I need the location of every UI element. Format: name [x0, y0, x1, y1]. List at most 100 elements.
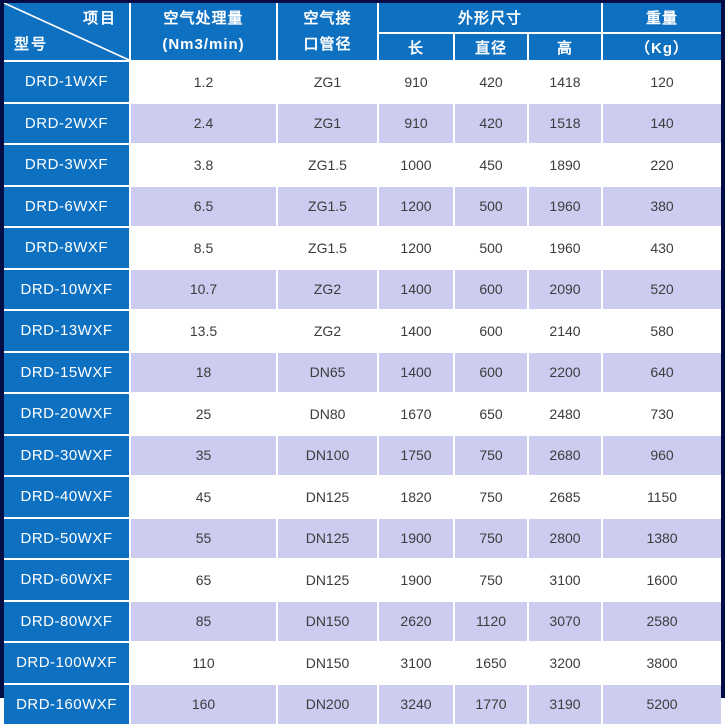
cell-pipe: DN150 — [277, 601, 378, 643]
cell-diameter: 500 — [454, 186, 528, 228]
cell-model: DRD-10WXF — [4, 269, 130, 311]
cell-pipe: ZG1 — [277, 103, 378, 145]
cell-diameter: 750 — [454, 476, 528, 518]
cell-model: DRD-60WXF — [4, 559, 130, 601]
cell-diameter: 750 — [454, 518, 528, 560]
spec-table: 项目 型号 空气处理量 (Nm3/min) 空气接 口管径 外形尺寸 重量 — [0, 0, 725, 698]
cell-pipe: DN100 — [277, 435, 378, 477]
cell-height: 2685 — [528, 476, 602, 518]
cell-diameter: 600 — [454, 269, 528, 311]
cell-weight: 960 — [602, 435, 721, 477]
cell-pipe: ZG1.5 — [277, 186, 378, 228]
cell-capacity: 35 — [130, 435, 277, 477]
header-air-capacity-line1: 空气处理量 — [131, 6, 276, 32]
cell-length: 2620 — [378, 601, 454, 643]
cell-height: 2140 — [528, 310, 602, 352]
corner-label-item: 项目 — [83, 7, 117, 28]
header-pipe-line2: 口管径 — [278, 32, 377, 58]
cell-pipe: DN125 — [277, 476, 378, 518]
cell-weight: 640 — [602, 352, 721, 394]
cell-height: 1418 — [528, 61, 602, 103]
cell-weight: 2580 — [602, 601, 721, 643]
cell-diameter: 650 — [454, 393, 528, 435]
cell-model: DRD-20WXF — [4, 393, 130, 435]
cell-height: 2800 — [528, 518, 602, 560]
cell-diameter: 420 — [454, 103, 528, 145]
cell-pipe: ZG1 — [277, 61, 378, 103]
cell-weight: 730 — [602, 393, 721, 435]
cell-pipe: ZG2 — [277, 310, 378, 352]
cell-pipe: ZG1.5 — [277, 227, 378, 269]
cell-length: 1820 — [378, 476, 454, 518]
cell-height: 2480 — [528, 393, 602, 435]
cell-diameter: 1770 — [454, 684, 528, 724]
cell-pipe: ZG1.5 — [277, 144, 378, 186]
table-header: 项目 型号 空气处理量 (Nm3/min) 空气接 口管径 外形尺寸 重量 — [4, 3, 721, 61]
cell-length: 1750 — [378, 435, 454, 477]
cell-model: DRD-30WXF — [4, 435, 130, 477]
corner-cell: 项目 型号 — [4, 3, 130, 61]
cell-model: DRD-6WXF — [4, 186, 130, 228]
cell-height: 3100 — [528, 559, 602, 601]
cell-model: DRD-2WXF — [4, 103, 130, 145]
cell-height: 2090 — [528, 269, 602, 311]
header-dimensions: 外形尺寸 — [378, 3, 602, 33]
cell-capacity: 110 — [130, 642, 277, 684]
cell-capacity: 85 — [130, 601, 277, 643]
cell-diameter: 420 — [454, 61, 528, 103]
cell-length: 1670 — [378, 393, 454, 435]
cell-weight: 5200 — [602, 684, 721, 724]
cell-pipe: DN125 — [277, 559, 378, 601]
cell-model: DRD-80WXF — [4, 601, 130, 643]
cell-model: DRD-40WXF — [4, 476, 130, 518]
cell-pipe: ZG2 — [277, 269, 378, 311]
cell-model: DRD-160WXF — [4, 684, 130, 724]
cell-height: 1518 — [528, 103, 602, 145]
cell-diameter: 450 — [454, 144, 528, 186]
cell-pipe: DN80 — [277, 393, 378, 435]
cell-capacity: 10.7 — [130, 269, 277, 311]
cell-model: DRD-50WXF — [4, 518, 130, 560]
cell-weight: 380 — [602, 186, 721, 228]
cell-capacity: 3.8 — [130, 144, 277, 186]
cell-height: 1960 — [528, 186, 602, 228]
cell-capacity: 18 — [130, 352, 277, 394]
cell-weight: 140 — [602, 103, 721, 145]
cell-diameter: 500 — [454, 227, 528, 269]
cell-diameter: 1650 — [454, 642, 528, 684]
cell-capacity: 55 — [130, 518, 277, 560]
cell-height: 1960 — [528, 227, 602, 269]
cell-pipe: DN150 — [277, 642, 378, 684]
header-pipe-size: 空气接 口管径 — [277, 3, 378, 61]
cell-capacity: 6.5 — [130, 186, 277, 228]
header-weight-unit: （Kg） — [602, 33, 721, 61]
cell-weight: 1380 — [602, 518, 721, 560]
cell-capacity: 160 — [130, 684, 277, 724]
header-air-capacity: 空气处理量 (Nm3/min) — [130, 3, 277, 61]
cell-length: 1000 — [378, 144, 454, 186]
cell-length: 1400 — [378, 269, 454, 311]
cell-pipe: DN65 — [277, 352, 378, 394]
cell-capacity: 1.2 — [130, 61, 277, 103]
cell-weight: 1150 — [602, 476, 721, 518]
cell-diameter: 600 — [454, 352, 528, 394]
cell-length: 1400 — [378, 310, 454, 352]
cell-length: 910 — [378, 61, 454, 103]
cell-weight: 520 — [602, 269, 721, 311]
cell-height: 3070 — [528, 601, 602, 643]
cell-height: 1890 — [528, 144, 602, 186]
